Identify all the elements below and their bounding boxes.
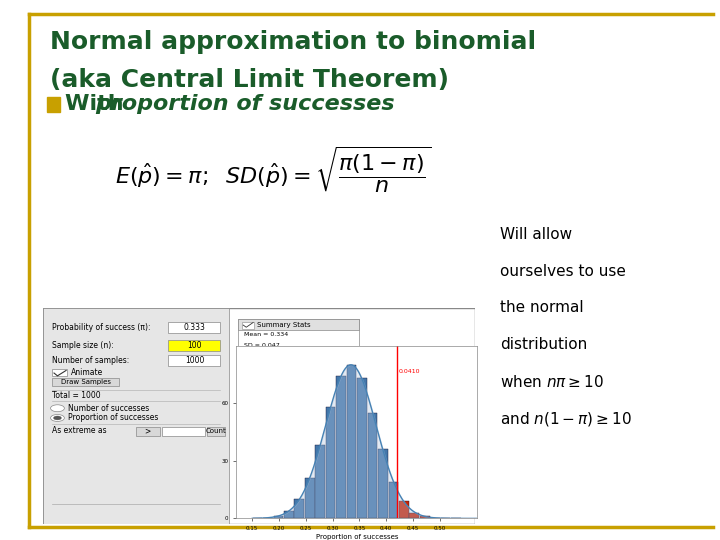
Bar xyxy=(136,427,160,436)
Bar xyxy=(357,378,366,518)
Bar xyxy=(168,340,220,351)
Bar xyxy=(274,516,283,518)
Text: Summary Stats: Summary Stats xyxy=(257,322,310,328)
Text: Will allow: Will allow xyxy=(500,227,572,242)
Text: Number of samples:: Number of samples: xyxy=(52,356,129,365)
Bar xyxy=(168,322,220,333)
X-axis label: Proportion of successes: Proportion of successes xyxy=(315,534,398,540)
Bar xyxy=(47,97,60,112)
Text: 0.333: 0.333 xyxy=(184,323,205,332)
Bar xyxy=(284,511,294,518)
Text: 1000: 1000 xyxy=(185,356,204,365)
Bar xyxy=(315,446,325,518)
Circle shape xyxy=(53,416,61,420)
Bar xyxy=(326,407,336,518)
Text: $E(\hat{p}) = \pi;\;\; SD(\hat{p}) = \sqrt{\dfrac{\pi(1-\pi)}{n}}$: $E(\hat{p}) = \pi;\;\; SD(\hat{p}) = \sq… xyxy=(115,145,432,195)
Text: and $n(1-\pi) \geq 10$: and $n(1-\pi) \geq 10$ xyxy=(500,410,632,428)
Text: the normal: the normal xyxy=(500,300,584,315)
Text: Draw Samples: Draw Samples xyxy=(60,379,111,385)
Bar xyxy=(336,376,346,518)
Text: Mean = 0.334: Mean = 0.334 xyxy=(244,332,288,338)
Text: Animate: Animate xyxy=(71,368,104,377)
Bar xyxy=(238,319,359,330)
Bar xyxy=(168,355,220,366)
Text: (aka Central Limit Theorem): (aka Central Limit Theorem) xyxy=(50,68,449,91)
Text: proportion of successes: proportion of successes xyxy=(95,94,395,114)
Bar xyxy=(43,308,229,524)
Text: As extreme as: As extreme as xyxy=(52,427,107,435)
Text: ourselves to use: ourselves to use xyxy=(500,264,626,279)
Text: With: With xyxy=(65,94,131,114)
Text: Probability of success (π):: Probability of success (π): xyxy=(52,323,150,332)
Text: Sample size (n):: Sample size (n): xyxy=(52,341,114,350)
Circle shape xyxy=(50,415,64,421)
Bar xyxy=(305,478,315,518)
Bar xyxy=(294,499,304,518)
Bar xyxy=(207,427,225,436)
Bar xyxy=(347,365,356,518)
Bar xyxy=(368,413,377,518)
Bar xyxy=(399,501,409,518)
Bar xyxy=(378,449,387,518)
Bar xyxy=(410,512,419,518)
Text: Proportion of successes: Proportion of successes xyxy=(68,414,158,422)
Text: distribution: distribution xyxy=(500,337,588,352)
Text: >: > xyxy=(145,427,151,436)
Text: when $n\pi \geq 10$: when $n\pi \geq 10$ xyxy=(500,374,604,390)
Text: Number of successes: Number of successes xyxy=(68,404,150,413)
Bar xyxy=(162,427,205,436)
Text: Total = 1000: Total = 1000 xyxy=(52,391,101,400)
Bar xyxy=(238,319,359,357)
Bar xyxy=(52,369,67,376)
Text: SD = 0.047: SD = 0.047 xyxy=(244,343,280,348)
Text: 0.0410: 0.0410 xyxy=(399,369,420,374)
Text: Count: Count xyxy=(206,428,226,434)
Bar xyxy=(389,482,398,518)
Bar xyxy=(52,378,119,386)
Bar xyxy=(242,322,254,329)
Bar xyxy=(420,516,430,518)
Text: 100: 100 xyxy=(187,341,202,350)
Text: Normal approximation to binomial: Normal approximation to binomial xyxy=(50,30,536,53)
Circle shape xyxy=(50,405,64,411)
